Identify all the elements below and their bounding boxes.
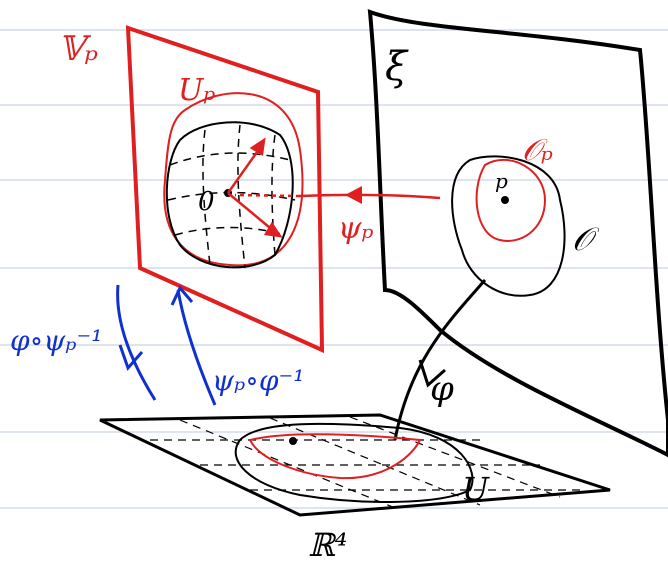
open-set-p (477, 160, 545, 241)
point-p (501, 196, 509, 204)
label: ℝ⁴ (308, 526, 347, 564)
manifold-sheet (370, 12, 668, 455)
open-set (452, 156, 564, 295)
label: 𝒪 (572, 220, 600, 258)
psi-arrow-dash (235, 195, 300, 196)
label: φ∘ψₚ⁻¹ (10, 324, 103, 357)
label: 𝕍ₚ (58, 29, 98, 69)
psi-arrowhead (345, 186, 362, 204)
label: ψₚ (338, 211, 374, 246)
label: ξ (385, 44, 409, 90)
diagram: 𝕍ₚ Uₚ ξ 𝒪ₚ p 0 ψₚ 𝒪 φ∘ψₚ⁻¹ ψₚ∘φ⁻¹ φ U ℝ⁴ (0, 0, 668, 564)
image-point (289, 437, 297, 445)
plane-dashes (150, 417, 580, 510)
phi-arrow (395, 280, 485, 440)
label: 𝒪ₚ (522, 133, 553, 168)
label: 0 (198, 187, 215, 217)
label: φ (430, 369, 454, 409)
label: Uₚ (178, 73, 215, 108)
image-set-p (250, 434, 420, 478)
label: ψₚ∘φ⁻¹ (212, 364, 305, 397)
label: p (495, 169, 508, 193)
notebook-lines (0, 30, 668, 508)
label: U (462, 470, 490, 508)
